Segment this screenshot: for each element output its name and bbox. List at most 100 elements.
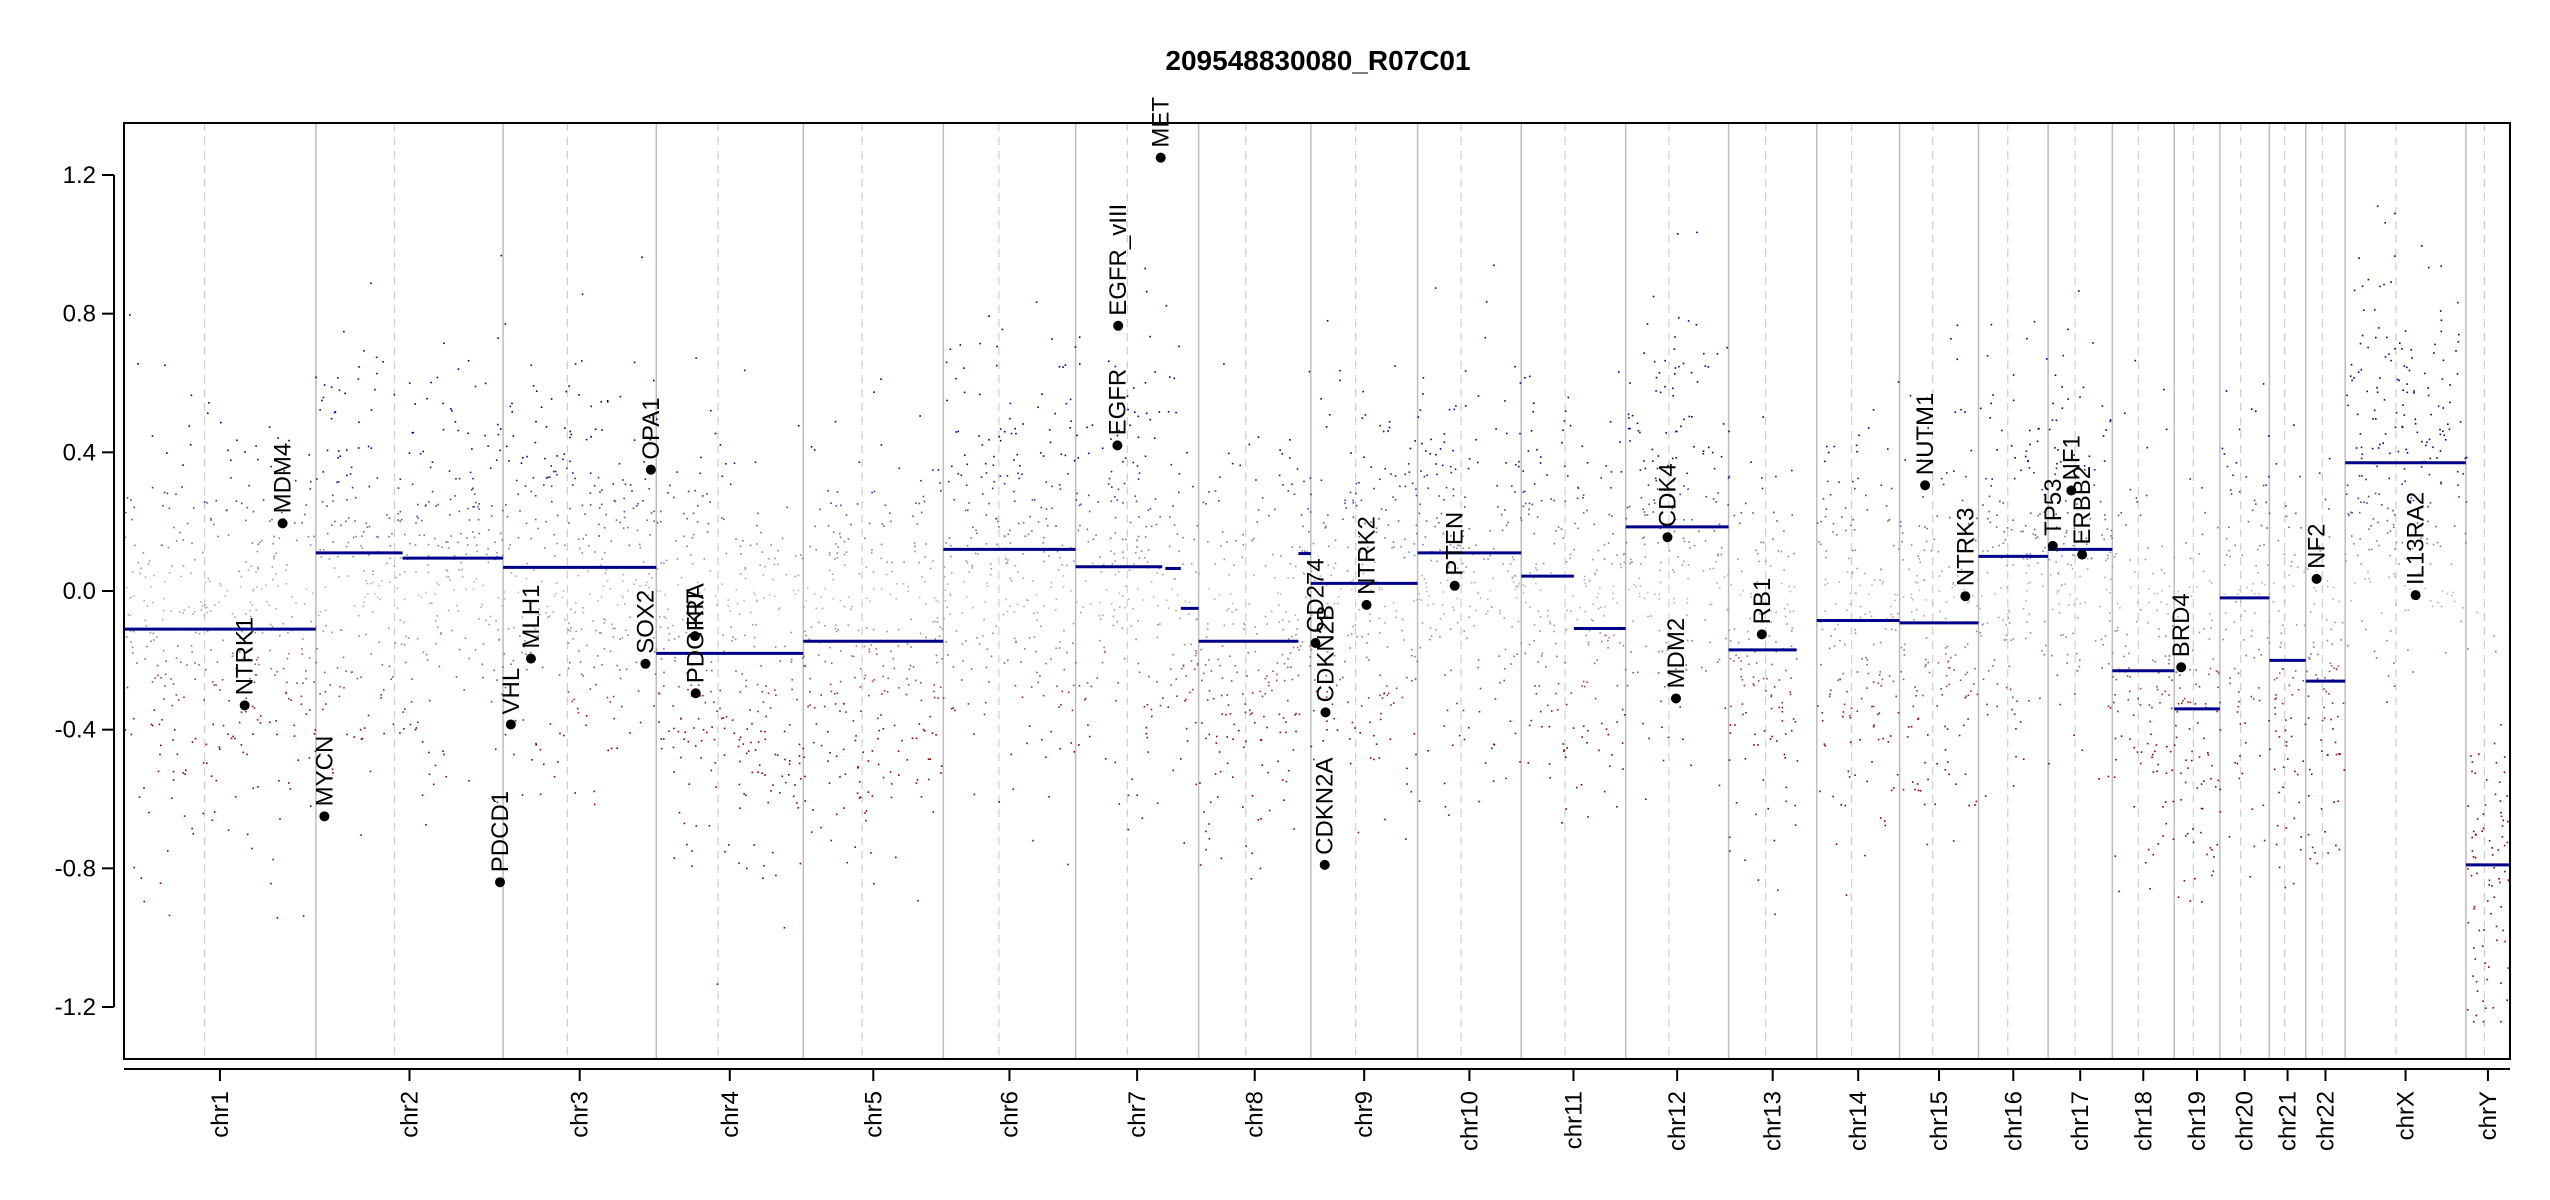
probe-point [2384,356,2387,358]
probe-point [893,724,896,727]
probe-point [482,643,485,645]
probe-point [2332,598,2334,600]
probe-point [858,781,861,783]
probe-point [1609,421,1612,423]
probe-point [2180,799,2182,801]
probe-point [775,694,777,696]
probe-point [1715,561,1717,563]
probe-point [656,522,659,524]
probe-point [1275,679,1278,682]
probe-point [1960,568,1963,571]
probe-point [1145,290,1148,293]
probe-point [174,728,176,731]
probe-point [2395,603,2397,606]
probe-point [392,723,395,725]
probe-point [2014,457,2016,459]
probe-point [1107,483,1110,485]
probe-point [1228,574,1230,576]
probe-point [534,628,537,630]
probe-point [2208,613,2211,615]
probe-point [2278,866,2281,869]
probe-point [1851,572,1854,575]
probe-point [898,467,901,470]
probe-point [1176,594,1179,596]
probe-point [774,646,777,648]
probe-point [2268,620,2270,623]
probe-point [2275,463,2278,465]
probe-point [534,441,537,444]
probe-point [1352,625,1354,628]
probe-point [225,509,228,511]
probe-point [1880,685,1882,687]
probe-point [521,616,524,618]
probe-point [162,609,165,612]
probe-point [2432,543,2435,546]
probe-point [2320,808,2323,810]
probe-point [1370,757,1372,759]
probe-point [2485,1007,2487,1009]
probe-point [1733,628,1736,630]
probe-point [955,431,957,433]
probe-point [403,728,405,730]
probe-point [839,532,841,535]
probe-point [2268,435,2270,437]
probe-point [2085,537,2087,539]
probe-point [1970,690,1972,692]
probe-point [1255,479,1257,481]
probe-point [1464,405,1467,407]
probe-point [1301,641,1304,643]
probe-point [1777,889,1779,892]
probe-point [231,655,234,658]
probe-point [324,690,327,693]
probe-point [552,611,555,613]
probe-point [198,664,200,666]
probe-point [2036,440,2039,443]
probe-point [1671,569,1674,571]
probe-point [1226,762,1229,765]
probe-point [2368,528,2370,530]
probe-point [707,522,710,525]
probe-point [1182,665,1185,668]
probe-point [1936,705,1938,707]
probe-point [221,679,224,681]
probe-point [1242,806,1244,808]
probe-point [2427,520,2429,523]
probe-point [418,534,421,536]
probe-point [1716,661,1719,663]
probe-point [2492,1007,2495,1009]
probe-point [2043,653,2046,656]
probe-point [832,531,835,534]
probe-point [1154,498,1157,500]
probe-point [667,639,670,641]
probe-point [530,490,533,493]
probe-point [1367,633,1370,635]
probe-point [943,617,945,620]
probe-point [589,492,592,494]
probe-point [813,449,816,451]
probe-point [1923,803,1926,806]
probe-point [2067,563,2069,565]
probe-point [691,850,693,852]
probe-point [919,632,922,635]
probe-point [1538,685,1541,687]
probe-point [1179,617,1182,620]
probe-point [1059,641,1061,643]
probe-point [1078,685,1081,687]
probe-point [1917,789,1920,792]
probe-point [1084,580,1087,582]
probe-point [1899,598,1901,601]
probe-point [2136,601,2139,604]
probe-point [1027,599,1029,602]
probe-point [555,592,558,595]
probe-point [2012,696,2014,699]
probe-point [1729,657,1732,660]
probe-point [497,433,500,436]
probe-point [970,537,973,539]
probe-point [1051,507,1053,510]
probe-point [1079,363,1081,365]
probe-point [1117,570,1120,573]
probe-point [1468,726,1470,729]
probe-point [1755,549,1757,552]
probe-point [148,560,151,562]
probe-point [2482,945,2484,947]
